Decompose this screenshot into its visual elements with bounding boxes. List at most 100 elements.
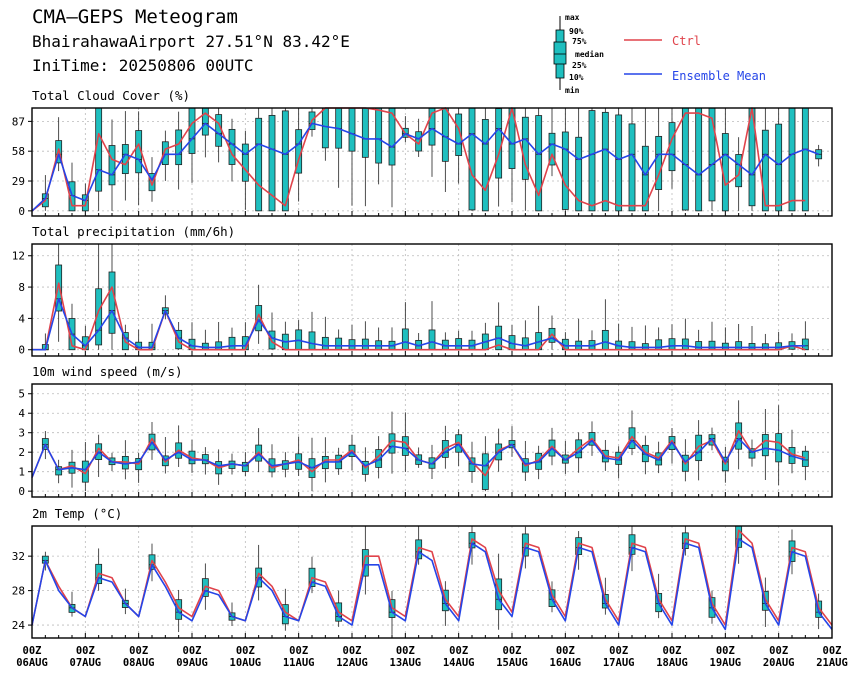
x-tick-date: 18AUG <box>656 657 688 669</box>
x-tick-hour: 00Z <box>663 645 682 657</box>
x-tick-date: 09AUG <box>176 657 208 669</box>
x-tick-date: 10AUG <box>230 657 262 669</box>
x-tick-date: 14AUG <box>443 657 475 669</box>
legend-box-label: max <box>565 13 580 22</box>
panel-title: Total precipitation (mm/6h) <box>32 224 235 239</box>
box-iqr <box>761 129 769 212</box>
x-tick-date: 11AUG <box>283 657 315 669</box>
box-iqr <box>348 339 356 351</box>
box-iqr <box>321 336 329 351</box>
box-iqr <box>628 341 636 351</box>
y-tick-label: 5 <box>18 388 25 401</box>
ctrl-line <box>31 529 833 626</box>
box-iqr <box>55 466 63 476</box>
box-iqr <box>401 328 409 351</box>
box-iqr <box>188 107 196 154</box>
box-iqr <box>228 128 236 165</box>
y-tick-label: 2 <box>18 446 25 459</box>
box-iqr <box>788 107 796 212</box>
box-iqr <box>655 339 663 351</box>
panel-title: 10m wind speed (m/s) <box>32 364 183 379</box>
box-iqr <box>495 108 503 179</box>
y-tick-label: 87 <box>12 115 25 128</box>
box-iqr <box>721 342 729 351</box>
box-iqr <box>321 107 329 149</box>
box-iqr <box>281 110 289 212</box>
x-axis-labels: 00Z06AUG00Z07AUG00Z08AUG00Z09AUG00Z10AUG… <box>16 645 848 669</box>
x-tick-hour: 00Z <box>769 645 788 657</box>
box-iqr <box>708 340 716 351</box>
x-tick-date: 12AUG <box>336 657 368 669</box>
x-tick-hour: 00Z <box>556 645 575 657</box>
x-tick-hour: 00Z <box>503 645 522 657</box>
x-tick-date: 13AUG <box>390 657 422 669</box>
box-iqr <box>481 119 489 212</box>
box-iqr <box>348 107 356 152</box>
box-iqr <box>95 107 103 192</box>
box-iqr <box>601 329 609 351</box>
x-tick-hour: 00Z <box>343 645 362 657</box>
box-iqr <box>548 132 556 166</box>
legend-box-label: 10% <box>569 73 584 82</box>
y-tick-label: 8 <box>18 281 25 294</box>
box-iqr <box>775 123 783 212</box>
box-iqr <box>255 305 263 332</box>
x-tick-date: 20AUG <box>763 657 795 669</box>
box-iqr <box>535 115 543 212</box>
x-tick-hour: 00Z <box>183 645 202 657</box>
y-tick-label: 1 <box>18 466 25 479</box>
box-iqr <box>655 135 663 190</box>
box-iqr <box>55 264 63 312</box>
box-iqr <box>428 329 436 351</box>
panel-3: 10m wind speed (m/s) 0 1 2 3 4 5 <box>18 364 833 498</box>
y-tick-label: 0 <box>18 344 25 357</box>
legend-mean-label: Ensemble Mean <box>672 69 766 83</box>
x-tick-hour: 00Z <box>823 645 842 657</box>
legend-box-label: 25% <box>572 61 587 70</box>
legend-box-label: median <box>575 49 604 59</box>
x-tick-hour: 00Z <box>396 645 415 657</box>
legend: max 90%75% median 25% 10% min Ctrl Ensemble Mea… <box>553 13 766 95</box>
init-time: IniTime: 20250806 00UTC <box>32 56 254 75</box>
box-iqr <box>748 343 756 351</box>
station-location: BhairahawaAirport 27.51°N 83.42°E <box>32 32 350 51</box>
box-iqr <box>375 107 383 164</box>
box-iqr <box>628 427 636 449</box>
box-iqr <box>201 107 209 136</box>
x-tick-hour: 00Z <box>449 645 468 657</box>
box-iqr <box>575 136 583 212</box>
x-tick-date: 16AUG <box>550 657 582 669</box>
ctrl-line <box>31 107 806 212</box>
box-iqr <box>108 271 116 334</box>
y-tick-label: 4 <box>18 312 25 325</box>
box-iqr <box>775 433 783 463</box>
y-tick-label: 24 <box>12 619 26 632</box>
x-tick-date: 15AUG <box>496 657 528 669</box>
box-iqr <box>255 117 263 212</box>
y-tick-label: 29 <box>12 175 25 188</box>
box-iqr <box>681 338 689 351</box>
box-iqr <box>735 341 743 351</box>
box-iqr <box>455 338 463 351</box>
panel-1: Total Cloud Cover (%) 0 29 58 87 <box>12 88 833 218</box>
y-tick-label: 58 <box>12 145 25 158</box>
x-tick-hour: 00Z <box>236 645 255 657</box>
box-iqr <box>641 145 649 212</box>
legend-box-iqr <box>553 41 567 65</box>
y-tick-label: 12 <box>12 250 25 263</box>
x-tick-date: 08AUG <box>123 657 155 669</box>
box-iqr <box>615 114 623 212</box>
panel-title: Total Cloud Cover (%) <box>32 88 190 103</box>
page-title: CMA—GEPS Meteogram <box>32 6 238 28</box>
box-iqr <box>361 338 369 351</box>
box-iqr <box>361 549 369 577</box>
x-tick-date: 21AUG <box>816 657 848 669</box>
box-iqr <box>521 116 529 180</box>
box-iqr <box>95 288 103 346</box>
x-tick-date: 06AUG <box>16 657 48 669</box>
box-iqr <box>468 107 476 211</box>
panel-4: 2m Temp (°C) 24 28 32 <box>12 506 833 639</box>
box-iqr <box>228 336 236 351</box>
box-iqr <box>668 338 676 351</box>
